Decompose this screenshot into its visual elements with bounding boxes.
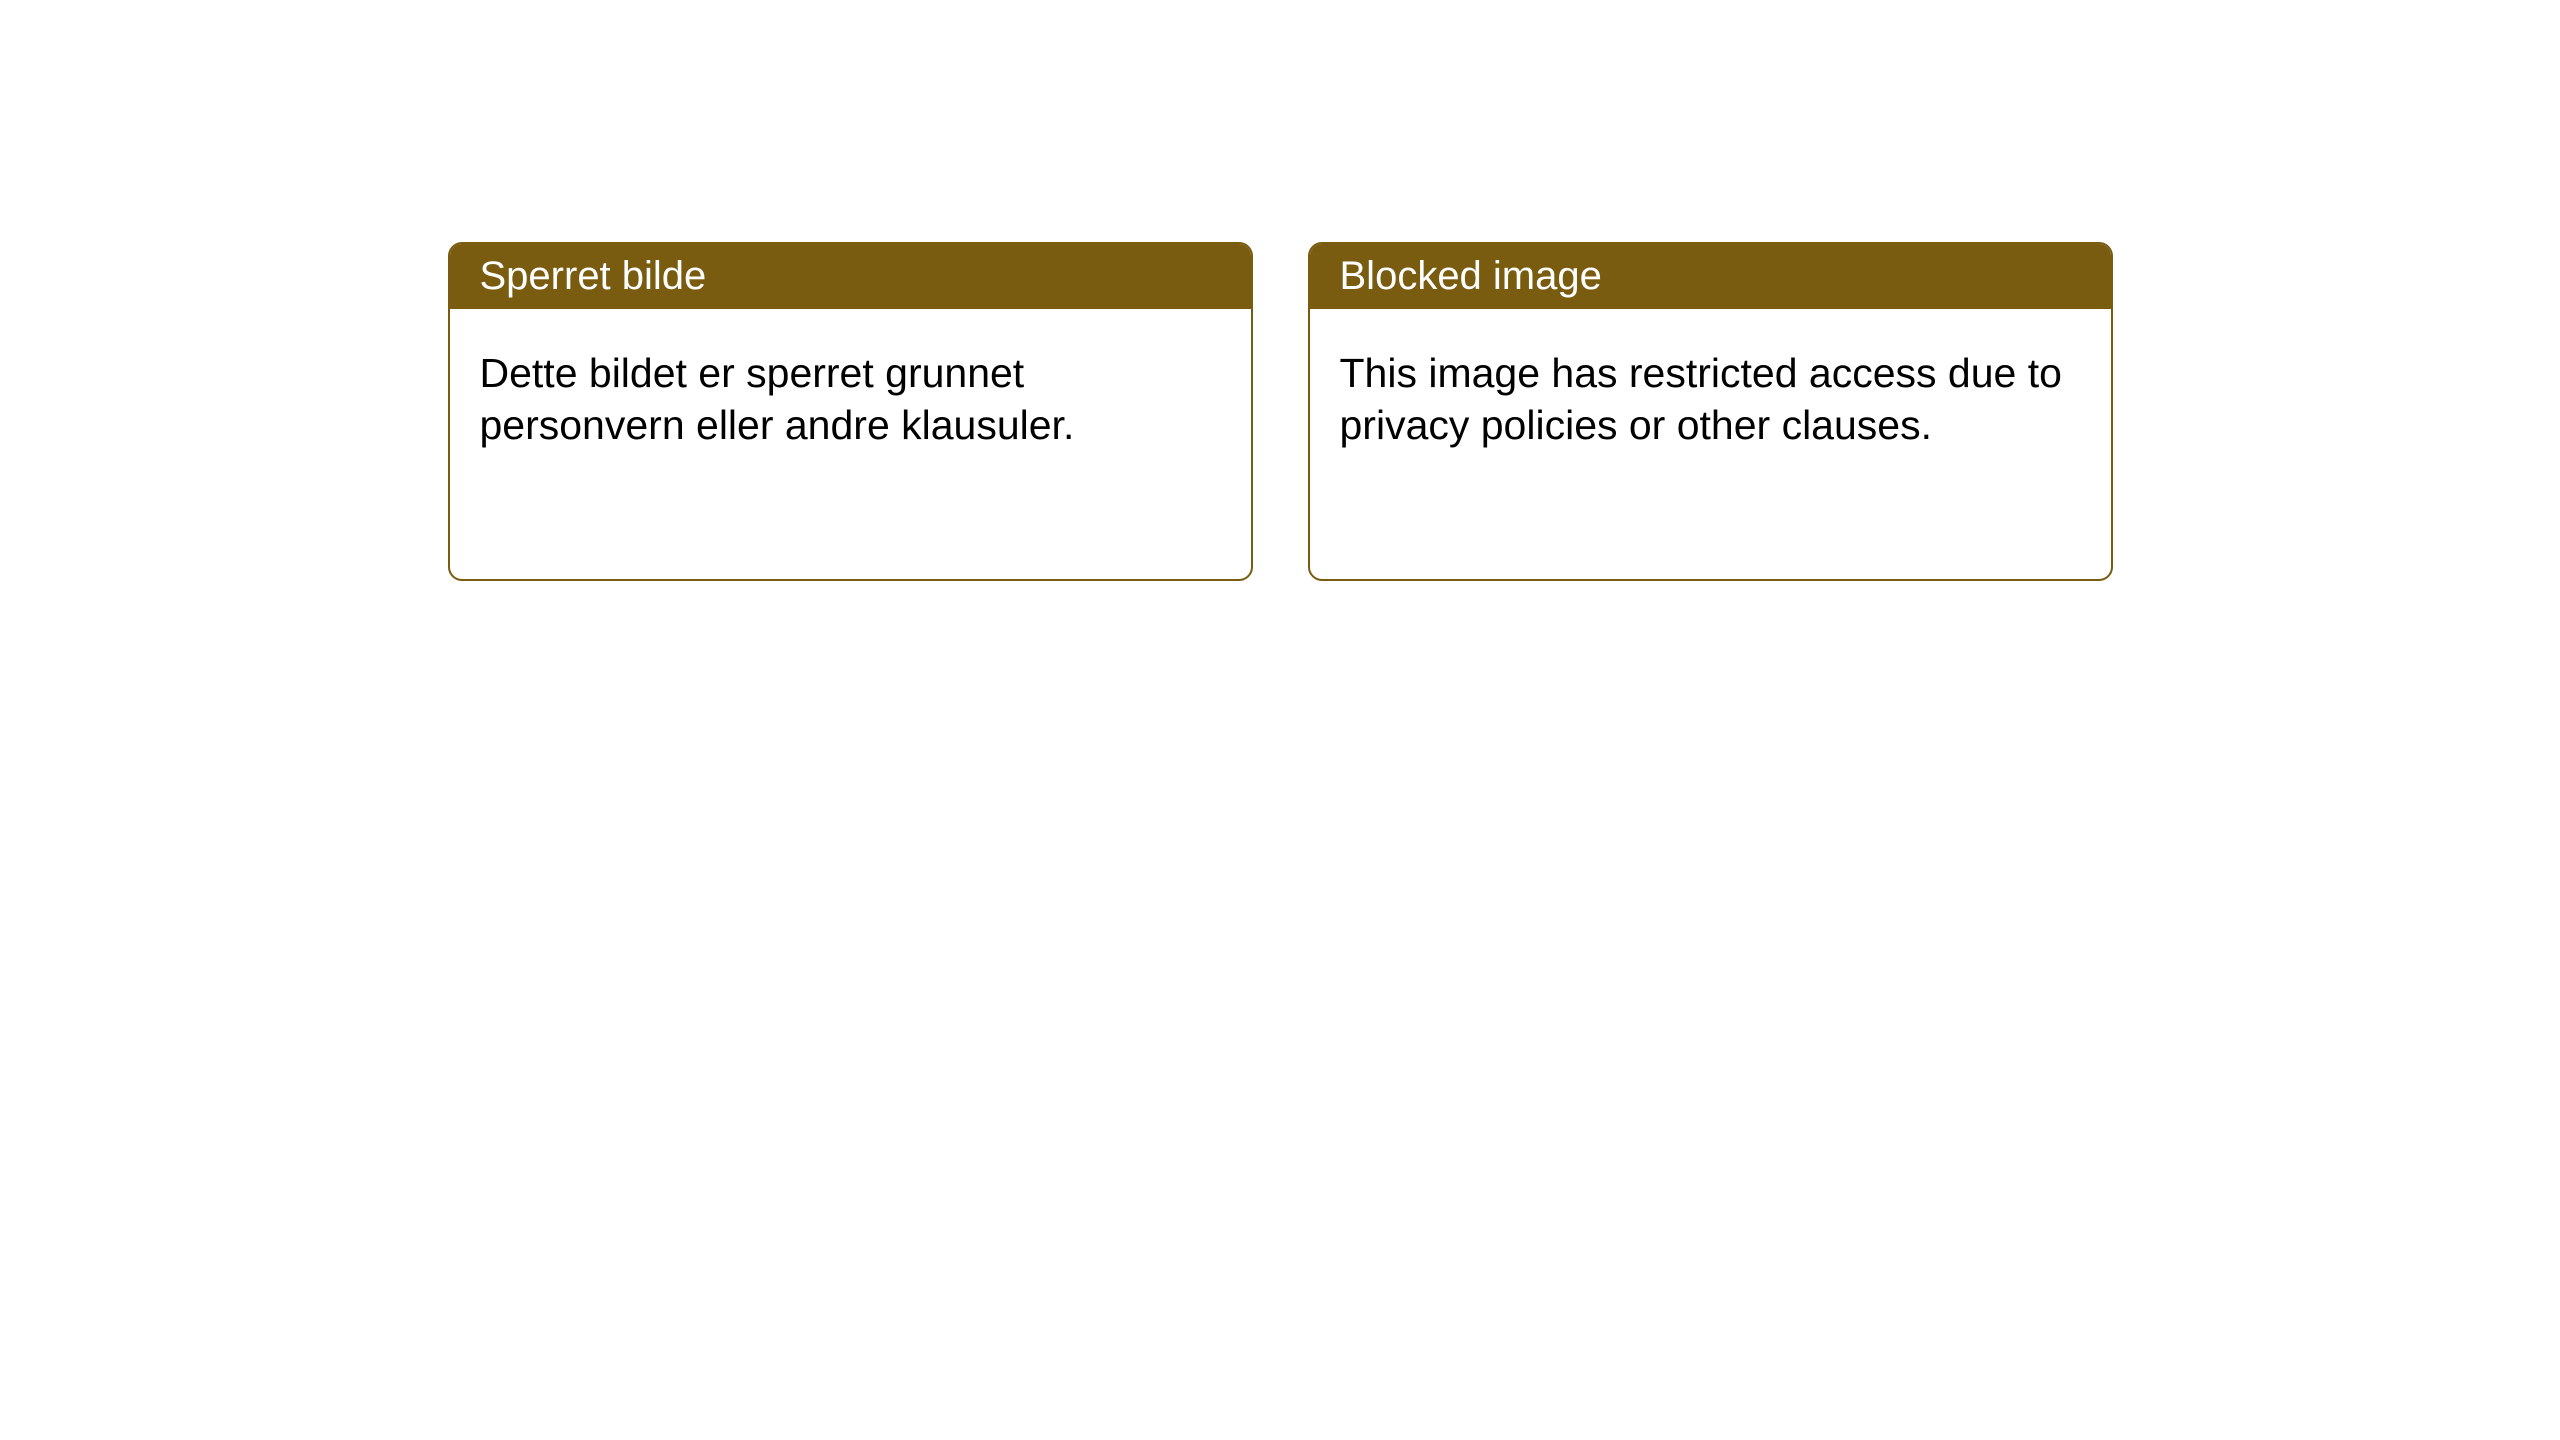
card-title-english: Blocked image xyxy=(1310,244,2111,309)
card-text-english: This image has restricted access due to … xyxy=(1340,347,2081,451)
card-english: Blocked image This image has restricted … xyxy=(1308,242,2113,581)
cards-row: Sperret bilde Dette bildet er sperret gr… xyxy=(448,242,2113,581)
card-norwegian: Sperret bilde Dette bildet er sperret gr… xyxy=(448,242,1253,581)
card-title-norwegian: Sperret bilde xyxy=(450,244,1251,309)
card-text-norwegian: Dette bildet er sperret grunnet personve… xyxy=(480,347,1221,451)
page: Sperret bilde Dette bildet er sperret gr… xyxy=(0,0,2560,1440)
card-body-english: This image has restricted access due to … xyxy=(1310,309,2111,579)
card-body-norwegian: Dette bildet er sperret grunnet personve… xyxy=(450,309,1251,579)
